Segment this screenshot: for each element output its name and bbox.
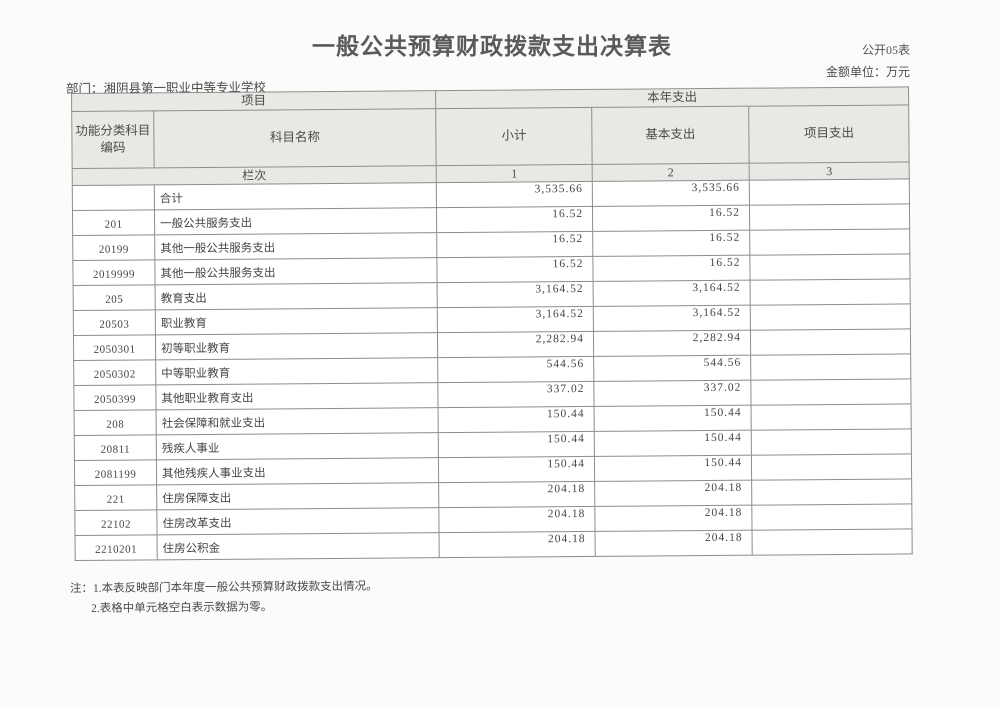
- header-col-num-1: 1: [436, 164, 593, 183]
- subtotal-cell: 204.18: [439, 531, 596, 558]
- subject-name-cell: 住房公积金: [157, 532, 440, 560]
- basic-expenditure-cell: 544.56: [593, 355, 751, 382]
- basic-expenditure-cell: 204.18: [594, 480, 752, 507]
- code-cell: 20199: [72, 234, 155, 261]
- project-expenditure-cell: [750, 378, 912, 406]
- basic-expenditure-cell: 3,535.66: [592, 180, 750, 207]
- project-expenditure-cell: [751, 428, 912, 456]
- code-cell: [72, 184, 155, 211]
- code-cell: 2050302: [73, 359, 156, 386]
- basic-expenditure-cell: 150.44: [594, 430, 752, 457]
- basic-expenditure-cell: 3,164.52: [593, 280, 751, 307]
- project-expenditure-cell: [750, 328, 911, 356]
- header-code-line2: 编码: [100, 140, 126, 155]
- header-columns-row: 功能分类科目 编码 科目名称 小计 基本支出 项目支出: [71, 104, 910, 169]
- table-row: 2210201 住房公积金 204.18 204.18: [75, 528, 913, 561]
- subject-name-cell: 中等职业教育: [155, 357, 438, 385]
- header-col-num-2: 2: [592, 163, 750, 182]
- subtotal-cell: 16.52: [436, 206, 593, 233]
- table-header: 项目 本年支出 功能分类科目 编码 科目名称 小计 基本支出 项目支出 栏次 1 …: [71, 86, 910, 186]
- form-code-label: 公开05表: [861, 43, 910, 57]
- subject-name-cell: 教育支出: [155, 282, 438, 310]
- subject-name-cell: 残疾人事业: [156, 432, 439, 460]
- project-expenditure-cell: [749, 203, 910, 231]
- subtotal-cell: 150.44: [438, 431, 595, 458]
- project-expenditure-cell: [751, 503, 913, 531]
- code-cell: 2210201: [75, 534, 158, 561]
- header-subtotal-column: 小计: [435, 107, 593, 166]
- code-cell: 208: [74, 409, 157, 436]
- subject-name-cell: 职业教育: [155, 307, 438, 335]
- subject-name-cell: 一般公共服务支出: [154, 207, 437, 235]
- code-cell: 201: [72, 209, 155, 236]
- subject-name-cell: 住房改革支出: [156, 507, 440, 535]
- subject-name-cell: 初等职业教育: [155, 332, 438, 360]
- subtotal-cell: 2,282.94: [437, 331, 594, 358]
- project-expenditure-cell: [749, 178, 910, 206]
- page-title: 一般公共预算财政拨款支出决算表: [312, 34, 672, 59]
- project-expenditure-cell: [751, 403, 912, 431]
- code-cell: 2019999: [72, 259, 156, 286]
- note-line-2: 2.表格中单元格空白表示数据为零。: [91, 601, 273, 615]
- subtotal-cell: 337.02: [437, 381, 595, 408]
- subject-name-cell: 其他职业教育支出: [155, 382, 439, 410]
- basic-expenditure-cell: 150.44: [594, 455, 752, 482]
- notes-block: 注：1.本表反映部门本年度一般公共预算财政拨款支出情况。 2.表格中单元格空白表…: [70, 581, 378, 616]
- project-expenditure-cell: [749, 228, 910, 256]
- project-expenditure-cell: [750, 278, 911, 306]
- basic-expenditure-cell: 16.52: [592, 230, 750, 257]
- code-cell: 2050301: [73, 334, 156, 361]
- subtotal-cell: 544.56: [437, 356, 594, 383]
- basic-expenditure-cell: 204.18: [595, 530, 753, 557]
- header-col-num-3: 3: [749, 161, 910, 181]
- code-cell: 22102: [74, 509, 158, 536]
- basic-expenditure-cell: 204.18: [594, 505, 753, 532]
- basic-expenditure-cell: 16.52: [592, 205, 750, 232]
- subtotal-cell: 204.18: [438, 481, 595, 508]
- basic-expenditure-cell: 3,164.52: [593, 305, 751, 332]
- subject-name-cell: 住房保障支出: [156, 482, 439, 510]
- basic-expenditure-cell: 16.52: [592, 255, 751, 282]
- subject-name-cell: 合计: [154, 182, 437, 210]
- subtotal-cell: 150.44: [438, 456, 595, 483]
- project-expenditure-cell: [752, 528, 913, 556]
- code-cell: 20503: [73, 309, 156, 336]
- subtotal-cell: 3,164.52: [437, 281, 594, 308]
- subtotal-cell: 3,164.52: [437, 306, 594, 333]
- header-basic-column: 基本支出: [591, 106, 750, 165]
- header-project-column: 项目支出: [748, 104, 910, 164]
- subject-name-cell: 其他一般公共服务支出: [154, 232, 437, 260]
- subtotal-cell: 204.18: [438, 506, 596, 533]
- subject-name-cell: 其他残疾人事业支出: [156, 457, 439, 485]
- unit-label: 金额单位：万元: [825, 65, 910, 79]
- project-expenditure-cell: [749, 253, 911, 281]
- code-cell: 20811: [74, 434, 157, 461]
- project-expenditure-cell: [750, 353, 911, 381]
- header-subject-column: 科目名称: [153, 108, 437, 168]
- code-cell: 2081199: [74, 459, 157, 486]
- note-line-1: 注：1.本表反映部门本年度一般公共预算财政拨款支出情况。: [69, 580, 378, 596]
- expenditure-table-body: 合计 3,535.66 3,535.66 201 一般公共服务支出 16.52 16.52 2…: [72, 178, 913, 561]
- subtotal-cell: 150.44: [438, 406, 595, 433]
- subject-name-cell: 其他一般公共服务支出: [154, 257, 438, 285]
- subtotal-cell: 3,535.66: [436, 181, 593, 208]
- project-expenditure-cell: [751, 478, 912, 506]
- code-cell: 205: [73, 284, 156, 311]
- subtotal-cell: 16.52: [436, 256, 594, 283]
- subtotal-cell: 16.52: [436, 231, 593, 258]
- project-expenditure-cell: [750, 303, 911, 331]
- code-cell: 221: [74, 484, 157, 511]
- basic-expenditure-cell: 2,282.94: [593, 330, 751, 357]
- expenditure-table: 项目 本年支出 功能分类科目 编码 科目名称 小计 基本支出 项目支出 栏次 1 …: [71, 86, 913, 561]
- header-code-column: 功能分类科目 编码: [71, 110, 155, 169]
- basic-expenditure-cell: 150.44: [594, 405, 752, 432]
- subject-name-cell: 社会保障和就业支出: [156, 407, 439, 435]
- project-expenditure-cell: [751, 453, 912, 481]
- code-cell: 2050399: [73, 384, 157, 411]
- header-code-line1: 功能分类科目: [75, 123, 151, 138]
- basic-expenditure-cell: 337.02: [593, 380, 752, 407]
